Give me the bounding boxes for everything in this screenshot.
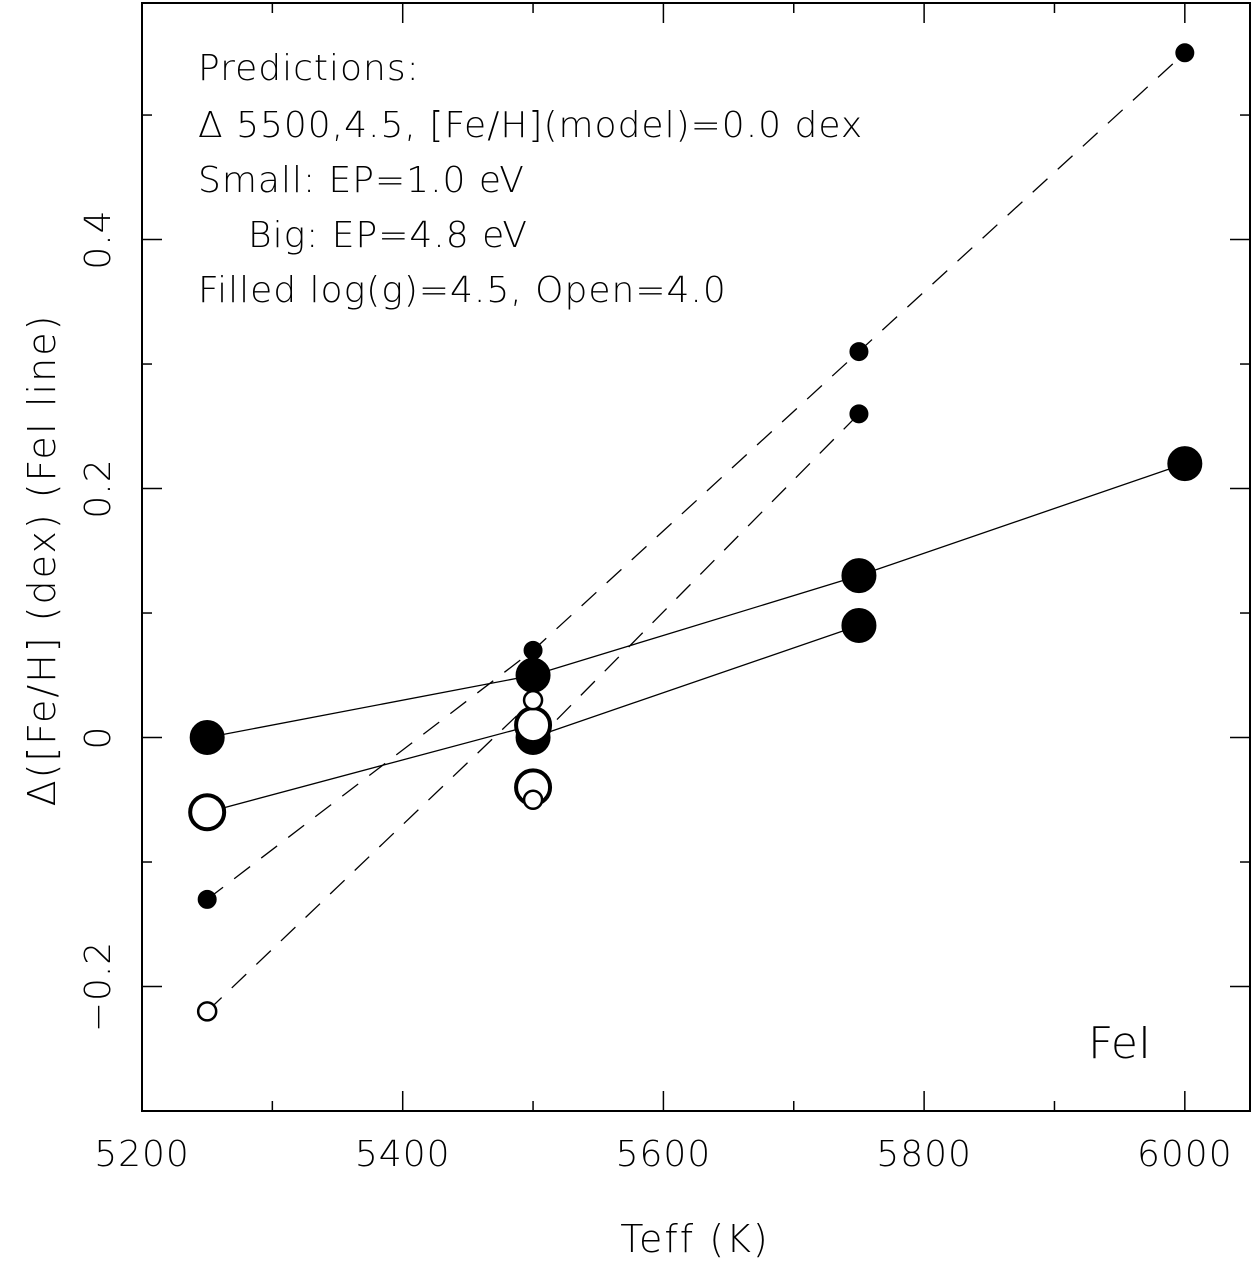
- data-point: [514, 706, 553, 745]
- data-point: [1175, 43, 1195, 63]
- series-line-9: [532, 413, 860, 745]
- y-tick-label: 0.2: [78, 458, 119, 518]
- x-tick-label: 6000: [1137, 1134, 1233, 1175]
- annotation-line-2: Δ 5500,4.5, [Fe/H](model)=0.0 dex: [198, 105, 863, 146]
- y-tick-labels: −0.2 0 0.2 0.4: [78, 209, 119, 1032]
- x-tick-label: 5400: [355, 1134, 451, 1175]
- y-tick-label: 0.4: [78, 209, 119, 269]
- x-tick-label: 5800: [876, 1134, 972, 1175]
- annotation-line-3: Small: EP=1.0 eV: [198, 160, 525, 201]
- element-label: FeI: [1088, 1018, 1151, 1069]
- series-points: [188, 43, 1203, 1022]
- data-point: [523, 640, 543, 660]
- x-axis-title: Teff (K): [620, 1217, 770, 1261]
- x-tick-labels: 5200 5400 5600 5800 6000: [94, 1134, 1233, 1175]
- data-point: [196, 1001, 218, 1022]
- series-line-7: [206, 699, 534, 1012]
- annotation-line-5: Filled log(g)=4.5, Open=4.0: [198, 270, 727, 311]
- data-point: [849, 342, 869, 362]
- data-point: [849, 404, 869, 424]
- data-point: [515, 657, 551, 693]
- data-point: [197, 889, 217, 909]
- series-line-2: [532, 624, 860, 739]
- x-tick-label: 5200: [94, 1134, 190, 1175]
- y-tick-label: −0.2: [78, 941, 119, 1032]
- data-point: [522, 689, 544, 711]
- data-point: [1167, 446, 1203, 482]
- data-point: [841, 607, 877, 643]
- plot-frame: [141, 2, 1251, 1112]
- x-tick-label: 5600: [616, 1134, 712, 1175]
- y-tick-label: 0: [78, 726, 119, 750]
- axis-ticks: [141, 3, 1250, 1112]
- data-point: [188, 793, 227, 832]
- annotation-line-4: Big: EP=4.8 eV: [248, 215, 528, 256]
- series-lines: [206, 52, 1186, 1012]
- series-line-3: [207, 724, 534, 813]
- series-line-1: [207, 463, 1186, 739]
- data-point: [522, 789, 544, 811]
- y-axis-title: Δ([Fe/H] (dex) (FeI line): [20, 314, 64, 807]
- data-point: [189, 720, 225, 756]
- annotation-line-1: Predictions:: [198, 48, 420, 89]
- series-line-5: [206, 52, 1186, 900]
- data-point: [841, 558, 877, 594]
